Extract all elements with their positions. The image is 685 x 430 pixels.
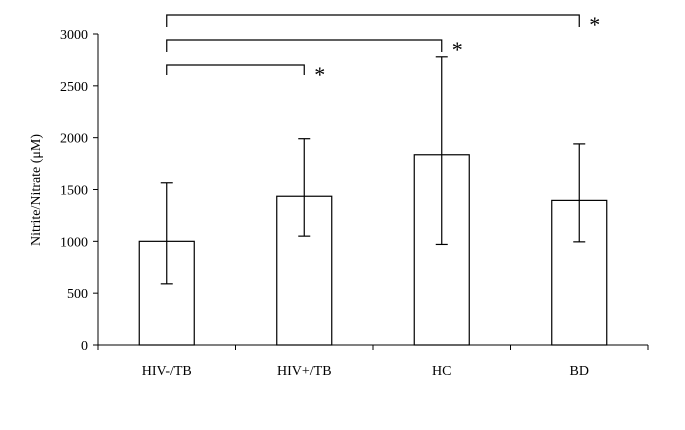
x-tick-label: BD xyxy=(570,364,589,379)
significance-marker: * xyxy=(452,37,463,62)
significance-bracket xyxy=(166,39,443,52)
x-tick-label: HIV+/TB xyxy=(277,364,332,379)
x-tick-label: HIV-/TB xyxy=(142,364,192,379)
significance-marker: * xyxy=(589,12,600,37)
significance-marker: * xyxy=(314,62,325,87)
y-tick-label: 2500 xyxy=(60,80,88,95)
y-tick-label: 0 xyxy=(81,339,88,354)
y-tick-label: 1000 xyxy=(60,235,88,250)
x-tick-label: HC xyxy=(432,364,451,379)
y-tick-label: 1500 xyxy=(60,184,88,199)
plot-area: 0 500 1000 1500 2000 2500 3000 HIV-/TB HIV+/TB HC… xyxy=(60,12,649,379)
significance-bracket xyxy=(166,64,305,75)
y-tick-label: 3000 xyxy=(60,28,88,43)
y-axis-label: Nitrite/Nitrate (μM) xyxy=(29,134,44,246)
significance-bracket xyxy=(166,14,580,27)
y-tick-label: 2000 xyxy=(60,132,88,147)
y-tick-label: 500 xyxy=(67,287,88,302)
